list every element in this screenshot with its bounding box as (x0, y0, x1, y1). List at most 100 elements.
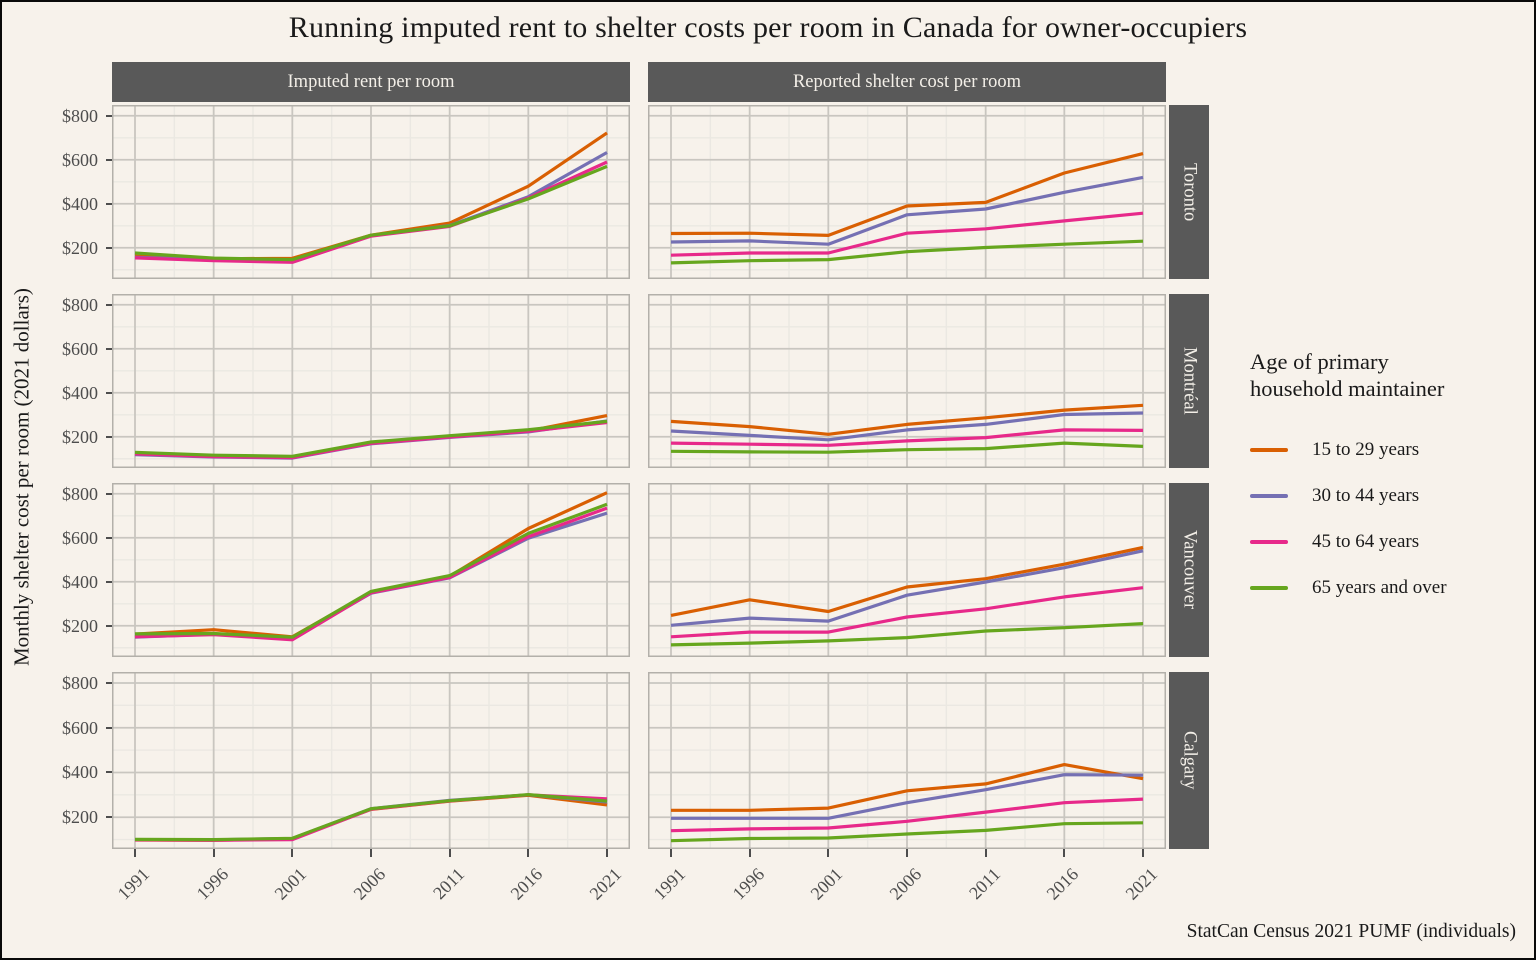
y-axis-labels-row-vancouver: $800 $600 $400 $200 (2, 483, 112, 657)
facet-row-label: Montréal (1179, 347, 1200, 415)
chart-title: Running imputed rent to shelter costs pe… (288, 11, 1248, 44)
legend: Age of primary household maintainer 15 t… (1250, 348, 1530, 611)
line-65-years-and-over (670, 622, 1144, 647)
x-tick-label: 2006 (349, 864, 390, 904)
y-tick-mark (106, 580, 112, 583)
y-tick-label: $200 (62, 807, 98, 828)
line-45-to-64-years (670, 797, 1144, 833)
facet-row-strip-toronto: Toronto (1169, 105, 1209, 279)
legend-line-swatch (1250, 493, 1288, 498)
line-30-to-44-years (670, 549, 1144, 627)
y-tick-label: $400 (62, 382, 98, 403)
x-tick-mark (748, 849, 751, 857)
y-axis-labels-row-calgary: $800 $600 $400 $200 (2, 672, 112, 849)
legend-label: 15 to 29 years (1312, 438, 1420, 460)
legend-items: 15 to 29 years 30 to 44 years 45 to 64 yea… (1250, 427, 1530, 611)
x-tick-label: 2011 (428, 864, 468, 904)
y-tick-mark (106, 435, 112, 438)
line-45-to-64-years (670, 586, 1144, 639)
panel-montreal-imputed-rent (112, 294, 630, 468)
x-tick-label: 2006 (885, 864, 926, 904)
line-65-years-and-over (670, 821, 1144, 843)
legend-label: 30 to 44 years (1312, 484, 1420, 506)
x-tick-mark (1142, 849, 1144, 857)
x-tick-mark (448, 849, 451, 857)
y-tick-label: $200 (62, 615, 98, 636)
legend-line-swatch (1250, 585, 1288, 590)
y-tick-label: $400 (62, 193, 98, 214)
line-15-to-29-years (670, 403, 1144, 436)
y-tick-label: $200 (62, 426, 98, 447)
panel-calgary-imputed-rent (112, 672, 630, 849)
line-30-to-44-years (671, 773, 1144, 820)
line-65-years-and-over (134, 792, 608, 842)
y-tick-label: $800 (62, 483, 98, 504)
panel-calgary-reported-shelter-cost (648, 672, 1166, 849)
y-tick-label: $600 (62, 527, 98, 548)
line-15-to-29-years (670, 152, 1144, 237)
facet-row-strip-calgary: Calgary (1169, 672, 1209, 849)
line-65-years-and-over (670, 441, 1144, 454)
x-tick-mark (984, 849, 987, 857)
y-tick-mark (106, 681, 112, 684)
x-tick-label: 2001 (806, 864, 847, 904)
x-tick-label: 1996 (192, 864, 232, 904)
x-axis-labels-right-column: 1991 1996 2001 2006 2011 2016 2021 (648, 849, 1166, 915)
y-tick-mark (106, 246, 112, 249)
line-65-years-and-over (134, 502, 608, 639)
y-tick-label: $800 (62, 294, 98, 315)
y-tick-mark (106, 303, 112, 306)
x-tick-label: 2021 (585, 864, 626, 904)
x-tick-mark (606, 849, 608, 857)
y-axis-labels-row-montreal: $800 $600 $400 $200 (2, 294, 112, 468)
y-tick-mark (106, 726, 112, 729)
line-65-years-and-over (134, 419, 608, 458)
legend-line-swatch (1250, 447, 1288, 452)
facet-row-label: Vancouver (1179, 530, 1200, 610)
facet-column-strip-reported-shelter-cost: Reported shelter cost per room (648, 62, 1166, 102)
legend-item: 15 to 29 years (1250, 427, 1530, 473)
x-tick-mark (527, 849, 530, 857)
line-45-to-64-years (670, 211, 1144, 257)
y-tick-mark (106, 492, 112, 495)
x-tick-label: 1991 (113, 864, 154, 904)
line-30-to-44-years (670, 175, 1144, 246)
x-tick-mark (670, 849, 672, 857)
y-axis-labels-row-toronto: $800 $600 $400 $200 (2, 105, 112, 279)
line-65-years-and-over (670, 239, 1144, 265)
x-tick-mark (212, 849, 215, 857)
line-30-to-44-years (670, 411, 1144, 442)
x-tick-label: 1996 (728, 864, 768, 904)
x-tick-mark (827, 849, 830, 857)
legend-item: 65 years and over (1250, 565, 1530, 611)
x-tick-mark (134, 849, 136, 857)
facet-row-label: Toronto (1179, 162, 1200, 222)
y-tick-mark (106, 816, 112, 819)
x-tick-mark (1063, 849, 1066, 857)
y-tick-mark (106, 202, 112, 205)
panel-toronto-reported-shelter-cost (648, 105, 1166, 279)
caption: StatCan Census 2021 PUMF (individuals) (1186, 921, 1516, 942)
x-axis-labels-left-column: 1991 1996 2001 2006 2011 2016 2021 (112, 849, 630, 915)
y-tick-label: $400 (62, 571, 98, 592)
panel-vancouver-imputed-rent (112, 483, 630, 657)
panel-toronto-imputed-rent (112, 105, 630, 279)
line-15-to-29-years (670, 545, 1144, 617)
legend-line-swatch (1250, 539, 1288, 544)
legend-label: 45 to 64 years (1312, 530, 1420, 552)
panel-montreal-reported-shelter-cost (648, 294, 1166, 468)
y-tick-label: $200 (62, 237, 98, 258)
y-tick-mark (106, 391, 112, 394)
line-15-to-29-years (671, 762, 1144, 812)
y-tick-mark (106, 347, 112, 350)
line-65-years-and-over (134, 164, 608, 262)
legend-title: Age of primary household maintainer (1250, 349, 1445, 402)
x-tick-label: 2001 (270, 864, 311, 904)
x-tick-label: 2011 (964, 864, 1004, 904)
x-tick-mark (906, 849, 908, 857)
y-tick-mark (106, 624, 112, 627)
legend-item: 45 to 64 years (1250, 519, 1530, 565)
y-tick-mark (106, 536, 112, 539)
line-45-to-64-years (670, 428, 1144, 447)
